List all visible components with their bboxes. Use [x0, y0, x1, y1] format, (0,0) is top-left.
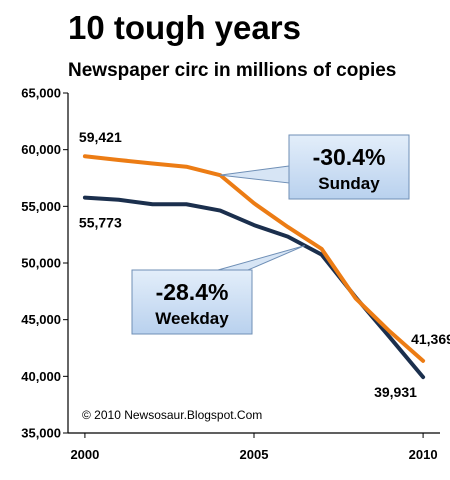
- credit-text: © 2010 Newsosaur.Blogspot.Com: [82, 408, 262, 422]
- callout-pointer: [217, 245, 305, 271]
- data-label: 55,773: [79, 215, 122, 231]
- callout-pointer: [220, 165, 290, 184]
- y-tick-label: 45,000: [21, 312, 61, 327]
- chart-subtitle: Newspaper circ in millions of copies: [68, 60, 396, 81]
- callout-sunday: -30.4% Sunday: [220, 134, 410, 200]
- y-tick-label: 40,000: [21, 369, 61, 384]
- callout-percent: -30.4%: [313, 144, 386, 170]
- series-line-sunday: [82, 154, 426, 363]
- chart-title: 10 tough years: [68, 9, 301, 46]
- data-label: 41,369: [411, 331, 450, 347]
- callout-weekday: -28.4% Weekday: [131, 245, 305, 335]
- y-tick-label: 50,000: [21, 256, 61, 271]
- data-label: 39,931: [374, 384, 417, 400]
- axes: [63, 92, 440, 438]
- callouts: -30.4% Sunday -28.4% Weekday: [131, 134, 410, 335]
- data-labels: 59,421 55,773 41,369 39,931: [79, 129, 450, 400]
- callout-box: [288, 134, 410, 200]
- series-layer: [82, 154, 426, 380]
- data-label: 59,421: [79, 129, 122, 145]
- tick-labels: 35,000 40,000 45,000 50,000 55,000 60,000 65,0…: [21, 86, 437, 463]
- x-tick-label: 2010: [409, 447, 438, 462]
- x-tick-label: 2000: [70, 447, 99, 462]
- callout-percent: -28.4%: [156, 279, 229, 305]
- callout-label: Weekday: [155, 309, 229, 328]
- x-tick-label: 2005: [240, 447, 269, 462]
- y-tick-label: 35,000: [21, 426, 61, 441]
- callout-label: Sunday: [318, 174, 380, 193]
- y-tick-label: 65,000: [21, 86, 61, 101]
- y-tick-label: 60,000: [21, 142, 61, 157]
- y-tick-label: 55,000: [21, 199, 61, 214]
- callout-box: [131, 269, 253, 335]
